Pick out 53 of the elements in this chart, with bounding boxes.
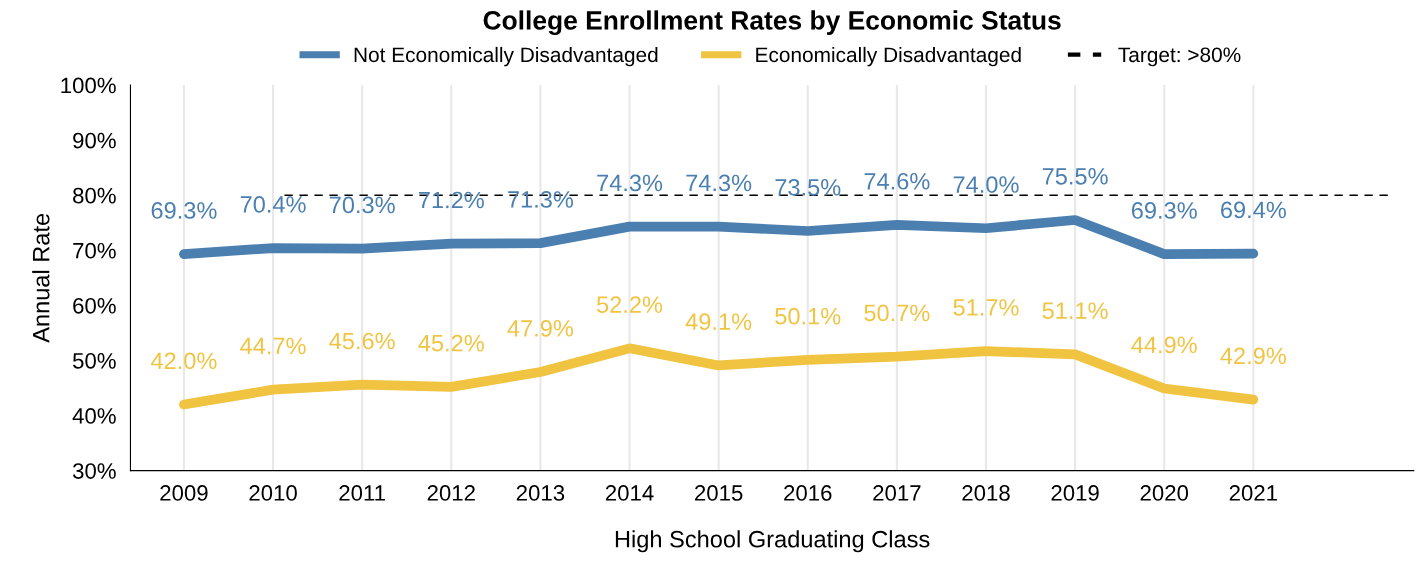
data-label: 69.3% bbox=[1131, 202, 1197, 219]
data-label: 74.0% bbox=[953, 176, 1019, 193]
data-label: 71.3% bbox=[508, 191, 574, 208]
data-label: 69.4% bbox=[1221, 201, 1286, 219]
x-tick-label: 2010 bbox=[249, 485, 297, 501]
data-label: 52.2% bbox=[596, 296, 663, 313]
x-axis-title: High School Graduating Class bbox=[615, 530, 930, 553]
data-label: 50.7% bbox=[864, 304, 930, 322]
data-label: 71.2% bbox=[419, 191, 484, 209]
x-tick-label: 2012 bbox=[427, 485, 475, 501]
data-label: 49.1% bbox=[685, 313, 752, 331]
y-tick-label: 100% bbox=[61, 77, 116, 94]
data-label: 45.2% bbox=[418, 334, 484, 352]
data-label: 44.7% bbox=[240, 337, 306, 355]
y-axis-title: Annual Rate bbox=[32, 213, 50, 343]
data-label: 74.3% bbox=[686, 174, 752, 192]
y-tick-label: 70% bbox=[73, 242, 116, 259]
data-label: 69.3% bbox=[151, 202, 217, 219]
y-tick-label: 50% bbox=[72, 352, 116, 369]
chart-title: College Enrollment Rates by Economic Status bbox=[483, 10, 1061, 36]
data-label: 42.9% bbox=[1220, 347, 1286, 365]
x-tick-label: 2013 bbox=[516, 485, 565, 501]
y-tick-label: 60% bbox=[73, 297, 116, 314]
data-label: 74.3% bbox=[597, 174, 663, 192]
data-label: 75.5% bbox=[1042, 168, 1108, 185]
data-label: 70.3% bbox=[329, 196, 395, 214]
data-label: 70.4% bbox=[240, 196, 306, 213]
y-tick-label: 80% bbox=[73, 187, 116, 204]
x-tick-label: 2017 bbox=[873, 485, 921, 501]
x-tick-label: 2009 bbox=[160, 485, 208, 501]
data-label: 42.0% bbox=[151, 352, 217, 370]
data-label: 51.1% bbox=[1042, 302, 1108, 320]
x-tick-label: 2011 bbox=[339, 485, 385, 501]
x-tick-label: 2019 bbox=[1051, 485, 1099, 501]
y-tick-label: 90% bbox=[73, 132, 116, 149]
x-tick-label: 2014 bbox=[605, 485, 654, 501]
data-label: 51.7% bbox=[953, 299, 1019, 316]
x-tick-label: 2018 bbox=[962, 485, 1010, 501]
x-tick-label: 2016 bbox=[784, 485, 832, 501]
data-label: 44.9% bbox=[1131, 336, 1197, 354]
data-label: 73.5% bbox=[775, 178, 841, 196]
y-tick-label: 40% bbox=[72, 408, 116, 424]
y-tick-label: 30% bbox=[72, 463, 116, 479]
x-tick-label: 2020 bbox=[1140, 485, 1189, 501]
data-label: 50.1% bbox=[775, 307, 841, 325]
x-tick-label: 2015 bbox=[695, 485, 743, 501]
legend-label: Target: >80% bbox=[1118, 47, 1241, 67]
legend-label: Not Economically Disadvantaged bbox=[354, 46, 658, 67]
legend-label: Economically Disadvantaged bbox=[756, 46, 1021, 67]
x-tick-label: 2021 bbox=[1229, 485, 1277, 501]
data-label: 47.9% bbox=[507, 319, 574, 337]
data-label: 74.6% bbox=[864, 172, 930, 190]
data-label: 45.6% bbox=[329, 332, 395, 350]
